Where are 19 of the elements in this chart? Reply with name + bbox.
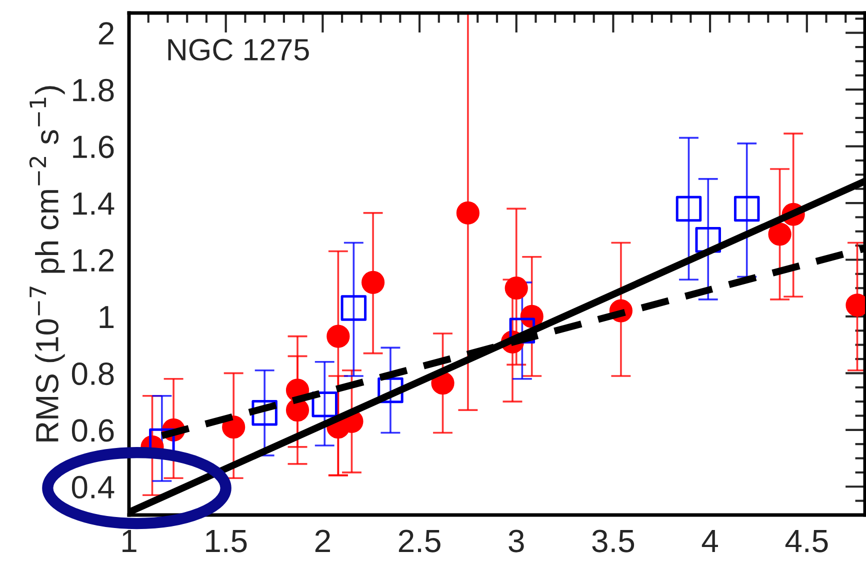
x-tick-label: 1.5	[206, 530, 247, 552]
y-tick-label: 1.2	[73, 249, 114, 272]
y-tick-label: 1.6	[73, 136, 114, 158]
x-tick-label: 1	[122, 530, 136, 552]
x-tick-label: 2.5	[398, 530, 440, 552]
y-tick-label: 0.4	[72, 476, 114, 499]
y-tick-label: 0.8	[72, 362, 114, 386]
x-tick-label: 3.5	[592, 530, 634, 552]
y-tick-label: 0.6	[72, 419, 114, 442]
x-tick-label: 4	[702, 530, 718, 552]
y-tick-label: 1	[100, 306, 114, 328]
x-tick-label: 3	[508, 530, 524, 552]
x-tick-label: 4.5	[785, 530, 828, 552]
y-tick-label: 2	[98, 22, 114, 44]
x-tick-label: 2	[315, 530, 330, 552]
annotation: NGC 1275	[168, 38, 309, 61]
y-tick-label: 1.8	[73, 78, 114, 102]
y-axis-title: RMS (10$^{−7}$ ph cm$^{−2}$ s$^{−1}$)	[29, 86, 65, 442]
y-tick-label: 1.4	[73, 192, 114, 215]
